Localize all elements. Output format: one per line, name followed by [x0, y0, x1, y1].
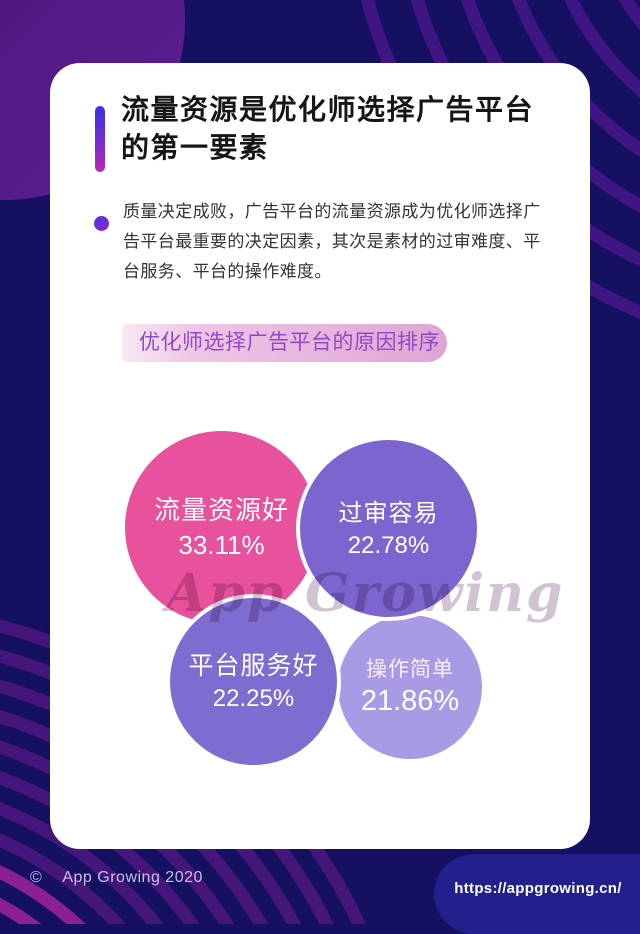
title-accent-bar — [95, 106, 105, 172]
bubble-value: 21.86% — [360, 685, 460, 717]
bubble-easy-operation: 操作简单 21.86% — [334, 611, 486, 763]
section-label: 优化师选择广告平台的原因排序 — [139, 331, 440, 354]
bubble-traffic-resources: 流量资源好 33.11% — [125, 431, 318, 624]
bubble-label: 平台服务好 — [188, 651, 319, 680]
bubble-label: 操作简单 — [366, 658, 454, 681]
bullet-dot-icon — [94, 216, 109, 231]
bubble-easy-approval: 过审容易 22.78% — [296, 436, 481, 621]
page-title-line1: 流量资源是优化师选择广告平台 — [121, 94, 535, 125]
bubble-label: 流量资源好 — [153, 495, 289, 525]
bubble-label: 过审容易 — [338, 499, 439, 527]
bubble-platform-service: 平台服务好 22.25% — [166, 594, 341, 769]
bubble-value: 22.25% — [212, 684, 295, 712]
page-title: 流量资源是优化师选择广告平台 的第一要素 — [121, 91, 581, 167]
bubble-value: 33.11% — [178, 530, 265, 560]
body-text: 质量决定成败，广告平台的流量资源成为优化师选择广告平台最重要的决定因素，其次是素… — [123, 202, 541, 281]
footer-copyright: © App Growing 2020 — [30, 869, 203, 887]
section-label-pill: 优化师选择广告平台的原因排序 — [122, 324, 447, 362]
bubble-value: 22.78% — [347, 531, 430, 559]
footer-url[interactable]: https://appgrowing.cn/ — [454, 880, 622, 897]
content-card: 流量资源是优化师选择广告平台 的第一要素 质量决定成败，广告平台的流量资源成为优… — [50, 63, 590, 849]
copyright-text: App Growing 2020 — [62, 869, 203, 886]
page-title-line2: 的第一要素 — [121, 132, 269, 163]
copyright-icon: © — [30, 869, 43, 886]
footer-url-badge[interactable]: https://appgrowing.cn/ — [434, 854, 640, 934]
